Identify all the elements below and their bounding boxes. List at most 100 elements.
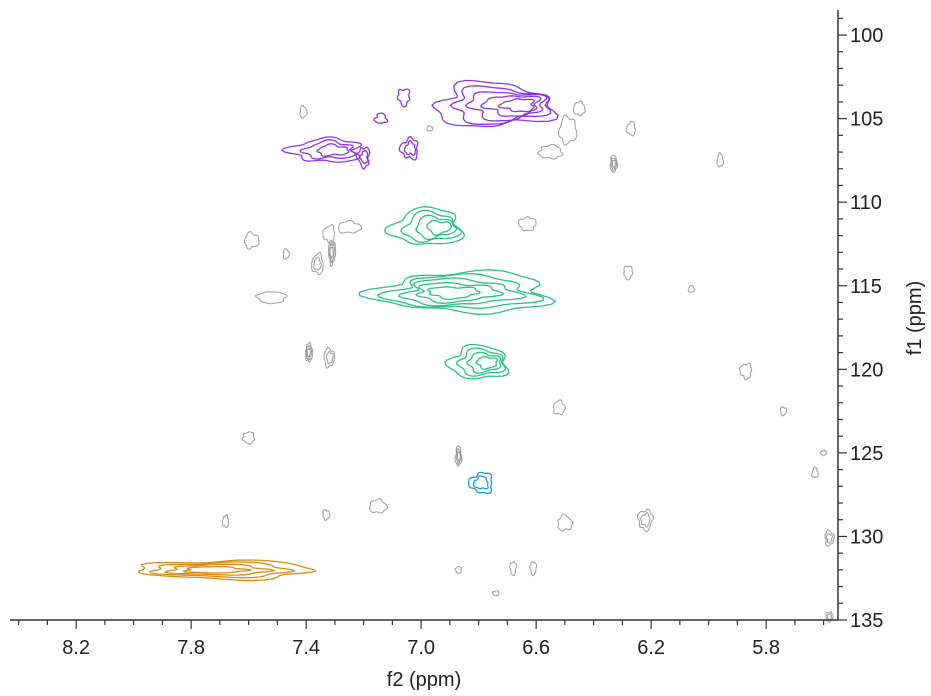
- contour-level: [415, 214, 458, 241]
- peak-gray: [454, 565, 462, 574]
- contour-level: [306, 344, 312, 360]
- peak-gray: [553, 399, 566, 415]
- peak-gray: [780, 406, 788, 417]
- contour-level: [163, 563, 276, 576]
- contour-level: [825, 611, 834, 623]
- contour-level: [529, 561, 538, 577]
- contour-level: [640, 511, 651, 528]
- contour-level: [403, 139, 417, 156]
- peak-gray: [623, 265, 634, 281]
- peak-purple: [355, 146, 371, 170]
- contour-level: [241, 431, 256, 445]
- contour-level: [825, 533, 834, 544]
- peak-gray: [716, 152, 725, 168]
- peak-gray: [305, 341, 314, 363]
- peak-gray: [518, 216, 537, 232]
- peak-purple: [281, 136, 363, 163]
- peak-purple: [373, 112, 389, 124]
- peak-green: [358, 269, 557, 315]
- contour-level: [137, 559, 317, 582]
- contour-level: [397, 277, 528, 307]
- y-axis-title: f1 (ppm): [904, 281, 926, 355]
- contour-level: [337, 219, 363, 234]
- contour-level: [820, 449, 828, 457]
- peak-green: [444, 343, 510, 380]
- x-tick-label: 7.8: [177, 637, 205, 659]
- contour-level: [610, 157, 618, 171]
- contour-level: [455, 448, 462, 465]
- x-tick-label: 8.2: [62, 637, 90, 659]
- contour-level: [475, 355, 498, 370]
- contour-level: [472, 475, 489, 490]
- contour-level: [497, 98, 536, 113]
- contour-level: [609, 154, 619, 173]
- contour-level: [558, 114, 578, 146]
- contour-level: [553, 399, 566, 415]
- contour-level: [313, 256, 322, 271]
- contour-level: [148, 561, 297, 579]
- contour-level: [457, 450, 461, 463]
- contour-level: [557, 513, 574, 532]
- contour-level: [455, 347, 507, 377]
- contour-level: [623, 265, 634, 281]
- peak-gray: [337, 219, 363, 234]
- contour-level: [358, 149, 369, 165]
- y-tick-label: 120: [850, 359, 883, 381]
- peak-purple: [431, 79, 559, 128]
- peak-orange: [137, 559, 317, 582]
- contour-level: [454, 565, 462, 574]
- x-tick-label: 7.0: [407, 637, 435, 659]
- contour-level: [509, 560, 517, 577]
- peak-gray: [322, 508, 331, 522]
- contour-level: [373, 112, 389, 124]
- peak-gray: [824, 529, 835, 547]
- contour-level: [811, 466, 819, 479]
- peak-purple: [396, 88, 411, 108]
- contour-level: [299, 139, 357, 160]
- peak-gray: [558, 114, 578, 146]
- peak-blue: [467, 471, 493, 495]
- contour-level: [444, 343, 510, 380]
- peak-gray: [529, 561, 538, 577]
- contour-peaks: [137, 79, 835, 623]
- x-tick-label: 7.4: [292, 637, 320, 659]
- peak-gray: [311, 251, 324, 276]
- contour-level: [518, 216, 537, 232]
- contour-level: [780, 406, 788, 417]
- peak-gray: [282, 248, 290, 260]
- contour-level: [466, 351, 502, 374]
- contour-level: [306, 347, 311, 358]
- contour-level: [572, 100, 586, 117]
- contour-level: [426, 125, 434, 132]
- contour-level: [716, 152, 725, 168]
- contour-level: [426, 219, 452, 236]
- peak-green: [383, 206, 466, 245]
- peak-gray: [369, 498, 388, 514]
- y-tick-label: 110: [850, 192, 882, 214]
- x-axis-title: f2 (ppm): [387, 669, 461, 691]
- contour-level: [467, 471, 493, 495]
- peak-gray: [557, 513, 574, 532]
- contour-level: [323, 346, 336, 369]
- peak-gray: [241, 431, 256, 445]
- peak-gray: [811, 466, 819, 479]
- contour-level: [625, 120, 636, 137]
- contour-level: [738, 362, 753, 381]
- contour-level: [396, 88, 411, 108]
- peak-gray: [426, 125, 434, 132]
- contour-level: [358, 269, 557, 315]
- contour-level: [355, 146, 371, 170]
- contour-level: [383, 206, 466, 245]
- peak-gray: [491, 590, 500, 597]
- contour-level: [376, 272, 544, 309]
- contour-level: [636, 508, 654, 533]
- contour-level: [400, 209, 463, 243]
- x-tick-label: 6.6: [522, 637, 550, 659]
- contour-level: [369, 498, 388, 514]
- contour-level: [454, 445, 463, 467]
- peak-gray: [328, 239, 337, 268]
- contour-level: [243, 231, 260, 250]
- y-tick-label: 105: [850, 109, 883, 131]
- contour-level: [491, 590, 500, 597]
